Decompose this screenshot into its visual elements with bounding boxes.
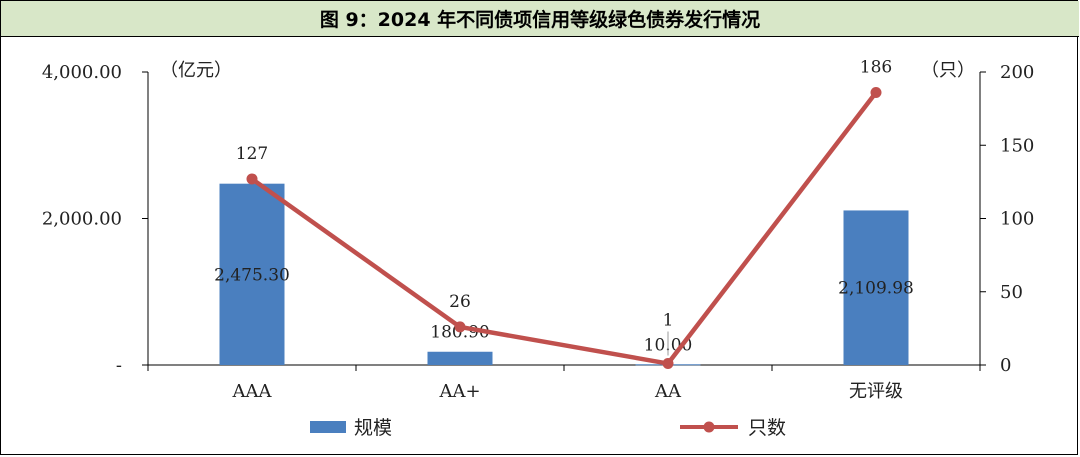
line-point bbox=[662, 358, 674, 370]
bar bbox=[219, 183, 285, 365]
bar bbox=[427, 351, 493, 365]
y-right-tick-label: 100 bbox=[1000, 209, 1034, 230]
x-tick-label: AA bbox=[654, 381, 682, 402]
x-tick-label: AAA bbox=[232, 381, 273, 402]
line-point bbox=[246, 173, 258, 185]
bar-data-label: 2,475.30 bbox=[214, 265, 290, 285]
bar bbox=[843, 210, 909, 365]
line-data-label: 26 bbox=[449, 292, 471, 312]
series-line bbox=[250, 91, 878, 366]
y-right-unit: （只） bbox=[921, 60, 975, 81]
legend-line-marker bbox=[703, 421, 715, 433]
y-left-unit: （亿元） bbox=[160, 60, 232, 81]
title-bar: 图 9：2024 年不同债项信用等级绿色债券发行情况 bbox=[1, 1, 1079, 37]
line-data-label: 186 bbox=[860, 58, 892, 78]
line-data-label: 127 bbox=[236, 144, 268, 164]
x-tick-label: 无评级 bbox=[849, 381, 903, 402]
line-point bbox=[454, 321, 466, 333]
x-tick-label: AA+ bbox=[438, 381, 480, 402]
chart-title: 图 9：2024 年不同债项信用等级绿色债券发行情况 bbox=[319, 9, 761, 31]
legend-bar-label: 规模 bbox=[354, 417, 392, 439]
y-left-tick-label: 2,000.00 bbox=[42, 209, 122, 230]
y-right-tick-label: 0 bbox=[1000, 355, 1011, 376]
legend-line-label: 只数 bbox=[748, 417, 786, 439]
line-data-label: 1 bbox=[663, 311, 674, 331]
y-right-tick-label: 50 bbox=[1000, 282, 1023, 303]
line-point bbox=[870, 87, 882, 99]
y-left-tick-label: - bbox=[116, 355, 122, 376]
bar-data-label: 2,109.98 bbox=[838, 279, 914, 299]
y-right-tick-label: 150 bbox=[1000, 135, 1034, 156]
legend-bar-swatch bbox=[310, 421, 346, 433]
y-right-tick-label: 200 bbox=[1000, 62, 1034, 83]
y-left-tick-label: 4,000.00 bbox=[42, 62, 122, 83]
